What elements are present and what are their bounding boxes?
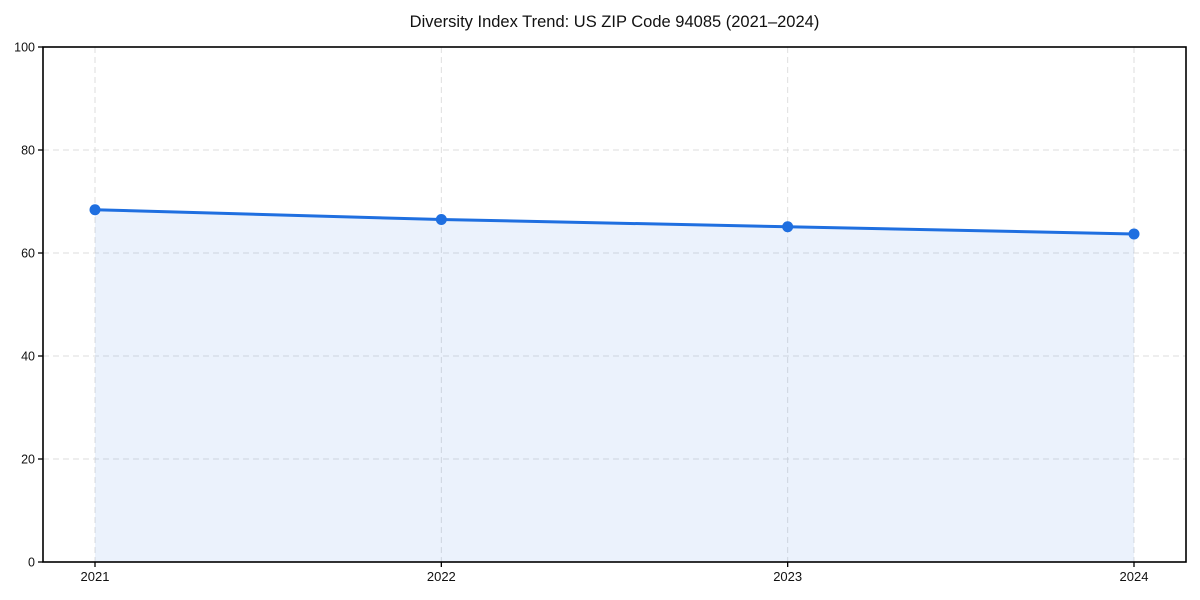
y-tick-label: 40	[21, 349, 35, 363]
plot-border	[42, 46, 1187, 563]
y-tick-label: 80	[21, 143, 35, 157]
x-tick-label: 2023	[773, 569, 802, 584]
y-tick-label: 20	[21, 452, 35, 466]
data-point-marker	[435, 214, 447, 226]
x-tick-label: 2022	[427, 569, 456, 584]
data-point-marker	[89, 204, 101, 216]
data-point-marker	[1128, 228, 1140, 240]
chart-title: Diversity Index Trend: US ZIP Code 94085…	[409, 13, 820, 31]
x-tick-label: 2021	[81, 569, 110, 584]
y-tick-label: 60	[21, 246, 35, 260]
area-fill	[95, 209, 1134, 563]
y-tick-label: 100	[14, 40, 35, 54]
trend-line	[93, 208, 1136, 236]
x-tick-label: 2024	[1120, 569, 1149, 584]
data-point-marker	[782, 221, 794, 233]
y-tick-label: 0	[28, 555, 35, 569]
